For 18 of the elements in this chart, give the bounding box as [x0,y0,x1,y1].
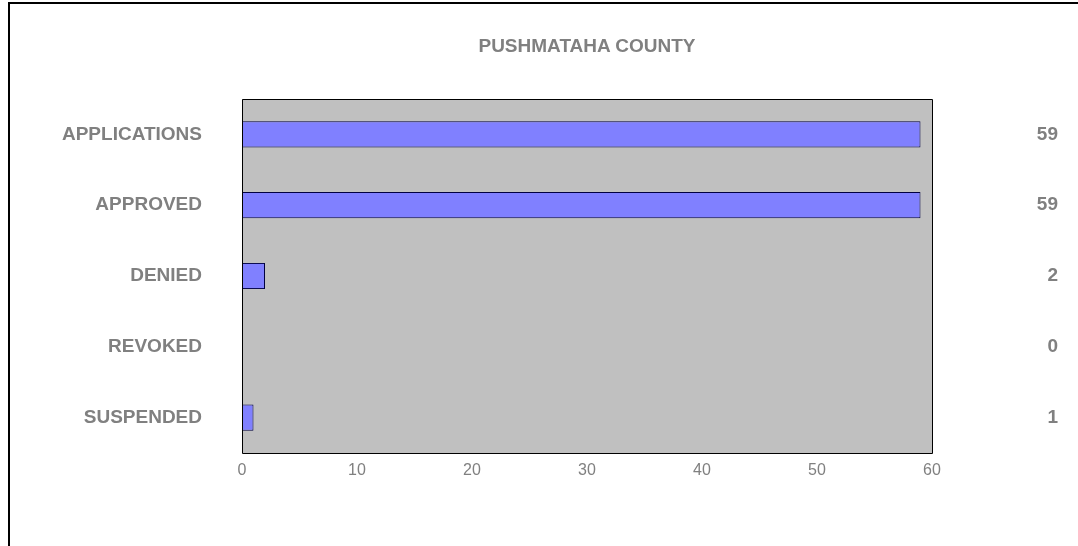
y-tick-label: APPLICATIONS [61,122,202,144]
data-label: 0 [1047,335,1058,357]
y-tick-label: DENIED [130,264,202,286]
data-label: 59 [1036,122,1058,144]
data-label: 2 [1047,264,1058,286]
y-tick-label: APPROVED [95,193,202,215]
x-tick-label: 40 [693,461,711,479]
data-label: 59 [1036,193,1058,215]
x-tick-label: 30 [578,461,596,479]
x-tick-label: 20 [463,461,481,479]
x-tick-label: 50 [808,461,826,479]
y-tick-label: SUSPENDED [83,405,202,427]
x-tick-label: 10 [348,461,366,479]
y-tick-label: REVOKED [108,335,202,357]
x-tick-label: 60 [923,461,941,479]
x-tick-label: 0 [237,461,247,479]
data-label: 1 [1047,405,1059,427]
chart-title: PUSHMATAHA COUNTY [478,35,696,57]
